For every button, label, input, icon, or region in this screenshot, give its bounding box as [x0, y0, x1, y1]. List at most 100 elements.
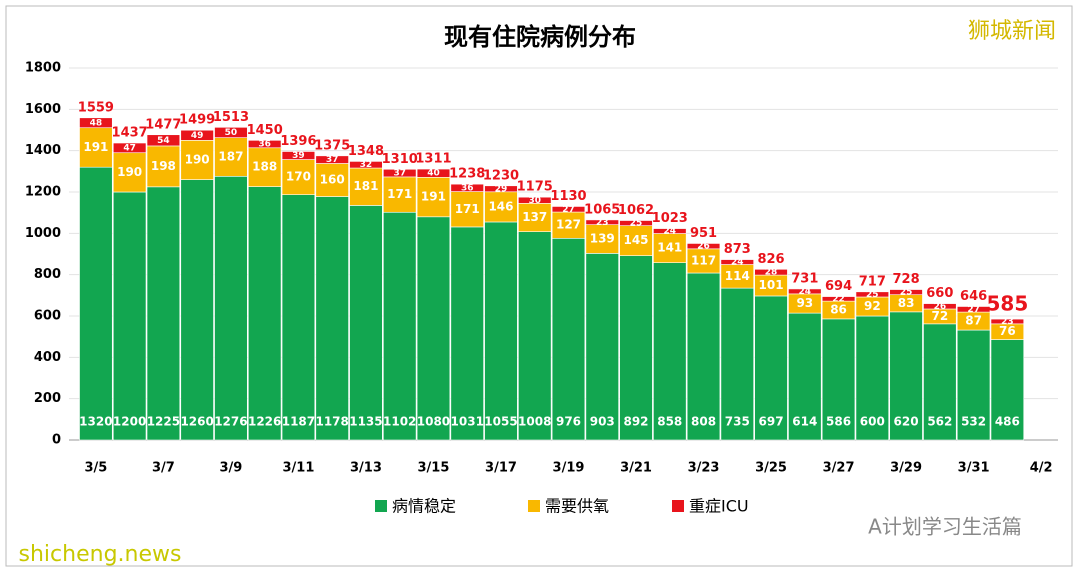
data-label: 27 [562, 205, 575, 215]
data-label: 36 [258, 140, 271, 150]
data-label: 83 [898, 296, 915, 310]
bar-segment [247, 147, 282, 187]
data-label: 1187 [282, 415, 315, 429]
data-label: 190 [185, 152, 210, 166]
data-label: 1226 [248, 415, 281, 429]
bar-segment [720, 287, 754, 441]
total-label: 728 [893, 272, 920, 287]
bar-segment [788, 312, 822, 441]
bar-segment [619, 225, 653, 256]
bar-segment [180, 129, 214, 141]
total-label: 646 [960, 289, 987, 304]
bar-segment [416, 168, 451, 178]
data-label: 137 [522, 210, 547, 224]
bar-segment [923, 323, 957, 441]
total-label: 1311 [415, 152, 451, 167]
y-tick-label: 1200 [25, 185, 61, 200]
data-label: 23 [596, 218, 609, 228]
data-label: 29 [495, 184, 508, 194]
bar-segment [990, 318, 1025, 325]
bar-segment [484, 185, 518, 193]
data-label: 54 [157, 136, 170, 146]
bar-segment [720, 259, 754, 265]
data-label: 171 [455, 202, 480, 216]
bar-segment [956, 329, 991, 441]
data-label: 93 [796, 296, 813, 310]
bar-segment [653, 233, 687, 263]
total-label: 694 [825, 279, 852, 294]
total-label: 1477 [145, 117, 181, 132]
data-label: 1200 [113, 415, 146, 429]
data-label: 976 [556, 415, 581, 429]
bar-segment [281, 159, 316, 195]
bar-segment [619, 255, 653, 441]
data-label: 50 [225, 128, 238, 138]
total-label: 1130 [550, 189, 586, 204]
data-label: 188 [252, 160, 277, 174]
total-label: 1065 [584, 202, 620, 217]
data-label: 1055 [484, 415, 517, 429]
bar-segment [79, 117, 113, 129]
data-label: 141 [657, 241, 682, 255]
data-label: 1102 [383, 415, 416, 429]
data-label: 48 [90, 118, 103, 128]
data-label: 187 [218, 149, 243, 163]
bar-segment [146, 145, 181, 188]
watermark: shicheng.news [19, 542, 182, 567]
bar-segment [484, 191, 518, 223]
bar-segment [821, 296, 856, 302]
x-tick-label: 3/25 [755, 461, 787, 476]
y-tick-label: 400 [34, 350, 61, 365]
bar-segment [518, 196, 552, 204]
x-tick-label: 3/11 [282, 461, 314, 476]
bar-segment [889, 311, 923, 441]
data-label: 72 [931, 309, 948, 323]
data-label: 620 [894, 415, 919, 429]
data-label: 858 [657, 415, 682, 429]
bar-segment [686, 272, 721, 441]
total-label: 1023 [652, 211, 688, 226]
data-label: 39 [292, 151, 305, 161]
data-label: 735 [725, 415, 750, 429]
data-label: 36 [461, 183, 474, 193]
x-tick-label: 3/27 [823, 461, 855, 476]
y-tick-label: 1800 [25, 61, 61, 76]
data-label: 190 [117, 165, 142, 179]
total-label: 1230 [483, 168, 519, 183]
bar-segment [247, 186, 282, 441]
chart-title: 现有住院病例分布 [444, 23, 636, 51]
bar-segment [112, 152, 147, 193]
x-tick-label: 3/21 [620, 461, 652, 476]
bar-segment [585, 219, 619, 225]
bar-segment [416, 177, 451, 218]
total-label: 1499 [179, 113, 215, 128]
bar-segment [416, 216, 451, 441]
bar-segment [484, 221, 518, 441]
bar-segment [112, 191, 147, 441]
total-label: 951 [690, 226, 717, 241]
data-label: 47 [123, 143, 136, 153]
legend-swatch [375, 500, 387, 512]
bar-segment [653, 228, 687, 234]
bar-segment [180, 140, 214, 180]
data-label: 146 [488, 199, 513, 213]
bar-segment [281, 151, 316, 160]
data-label: 1008 [518, 415, 551, 429]
data-label: 37 [393, 169, 406, 179]
bar-segment [754, 268, 788, 276]
bar-segment [112, 142, 147, 154]
bar-segment [450, 191, 484, 228]
total-label: 731 [791, 271, 818, 286]
data-label: 27 [967, 305, 980, 315]
x-tick-label: 3/23 [688, 461, 720, 476]
data-label: 139 [590, 232, 615, 246]
bar-segment [383, 176, 417, 213]
bar-segment [214, 127, 248, 138]
bar-segment [315, 196, 349, 441]
data-label: 37 [326, 155, 339, 165]
data-label: 181 [353, 179, 378, 193]
data-label: 26 [934, 302, 947, 312]
data-label: 1276 [214, 415, 247, 429]
bar-segment [990, 339, 1025, 441]
